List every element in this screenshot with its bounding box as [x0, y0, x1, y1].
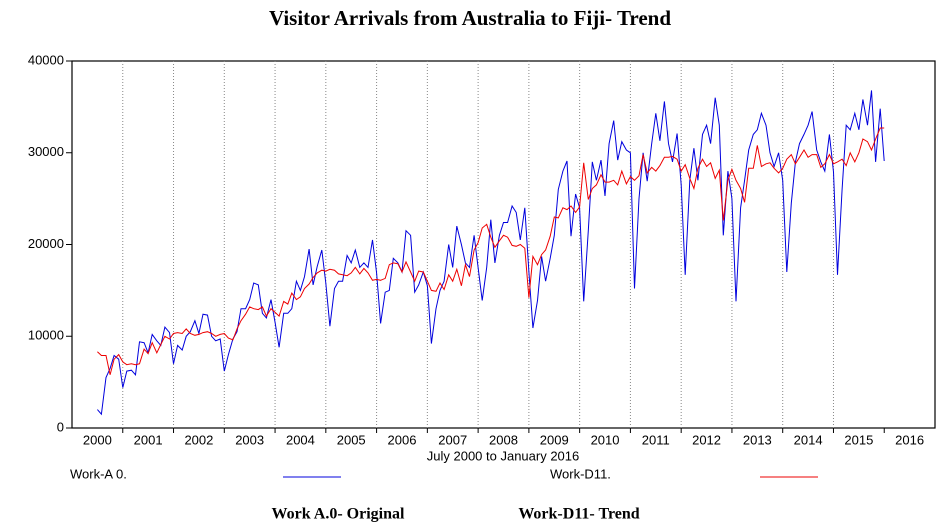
y-tick-label: 10000 — [28, 328, 64, 343]
x-tick-label: 2011 — [642, 432, 670, 447]
x-tick-label: 2015 — [844, 432, 873, 447]
chart-title: Visitor Arrivals from Australia to Fiji-… — [269, 6, 671, 30]
caption: Work A.0- Original — [272, 506, 405, 523]
x-tick-label: 2009 — [540, 432, 569, 447]
series-line — [97, 127, 885, 375]
x-tick-label: 2013 — [743, 432, 772, 447]
x-tick-label: 2008 — [489, 432, 518, 447]
plot-frame — [71, 60, 936, 429]
x-tick-label: 2016 — [895, 432, 924, 447]
y-tick-label: 30000 — [28, 144, 64, 159]
x-tick-label: 2002 — [184, 432, 213, 447]
y-tick-label: 40000 — [28, 52, 64, 67]
legend-label: Work-D11. — [550, 466, 611, 481]
legend-label: Work-A 0. — [70, 466, 127, 481]
x-tick-label: 2005 — [337, 432, 366, 447]
x-tick-label: 2012 — [692, 432, 721, 447]
series-line — [97, 90, 885, 416]
x-tick-label: 2000 — [83, 432, 112, 447]
x-tick-label: 2007 — [438, 432, 467, 447]
x-tick-label: 2014 — [794, 432, 823, 447]
x-tick-label: 2010 — [591, 432, 620, 447]
y-tick-label: 0 — [57, 419, 64, 434]
x-axis-label: July 2000 to January 2016 — [427, 448, 580, 463]
caption: Work-D11- Trend — [518, 506, 639, 523]
x-tick-label: 2003 — [235, 432, 264, 447]
x-tick-label: 2006 — [388, 432, 417, 447]
y-tick-label: 20000 — [28, 236, 64, 251]
x-tick-label: 2001 — [134, 432, 163, 447]
x-tick-label: 2004 — [286, 432, 315, 447]
